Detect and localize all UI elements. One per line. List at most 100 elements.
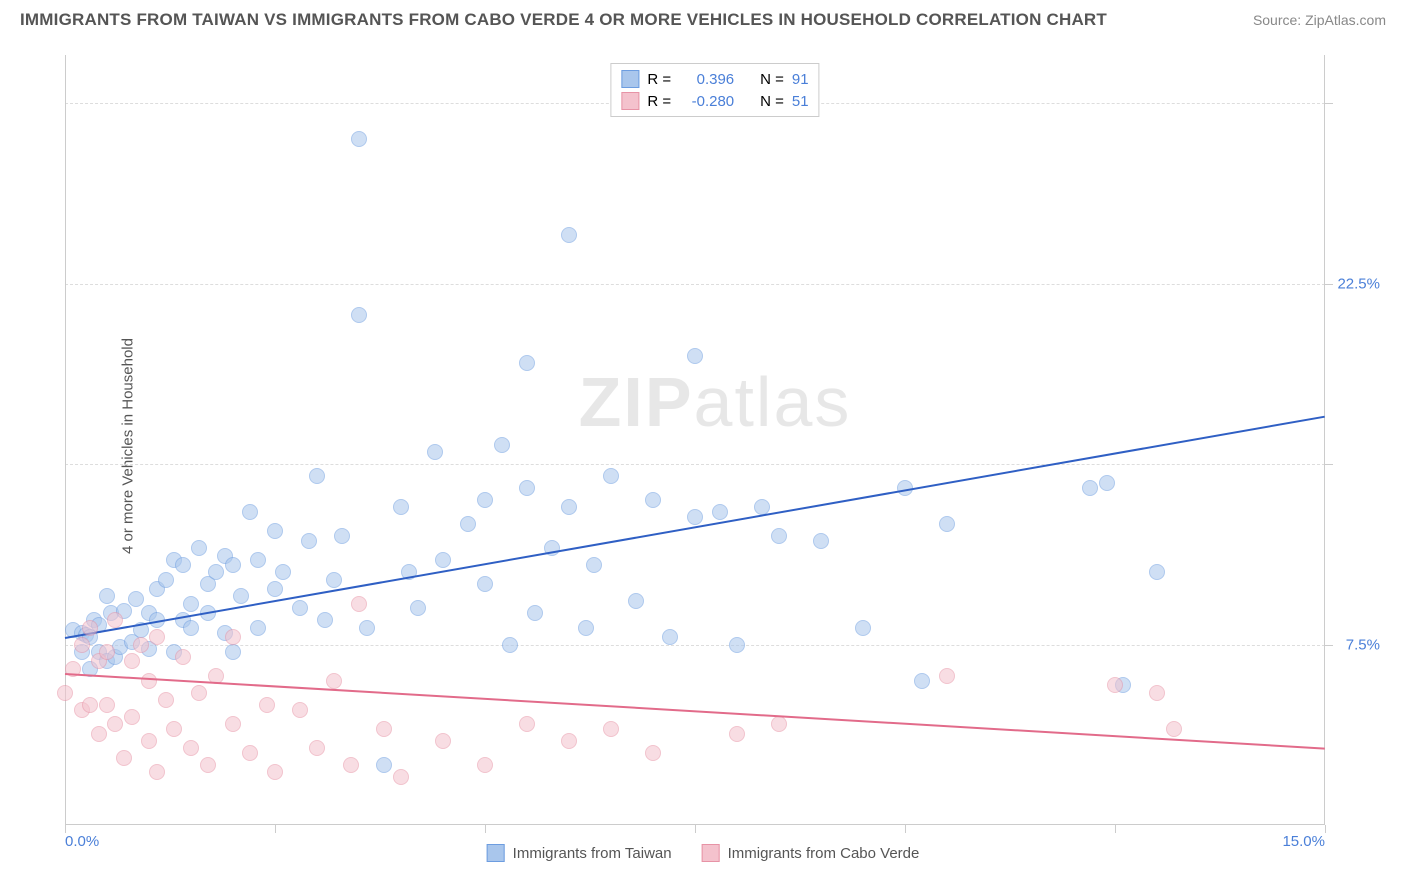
data-point xyxy=(477,576,493,592)
data-point xyxy=(149,629,165,645)
swatch-icon xyxy=(487,844,505,862)
data-point xyxy=(175,649,191,665)
correlation-legend: R = 0.396 N = 91 R = -0.280 N = 51 xyxy=(610,63,819,117)
data-point xyxy=(460,516,476,532)
source-attribution: Source: ZipAtlas.com xyxy=(1253,12,1386,28)
data-point xyxy=(359,620,375,636)
r-label: R = xyxy=(647,93,671,110)
x-tick-label: 0.0% xyxy=(65,833,99,850)
data-point xyxy=(351,307,367,323)
n-label: N = xyxy=(760,71,784,88)
data-point xyxy=(494,437,510,453)
data-point xyxy=(82,697,98,713)
data-point xyxy=(1107,677,1123,693)
data-point xyxy=(225,557,241,573)
data-point xyxy=(771,716,787,732)
data-point xyxy=(771,528,787,544)
data-point xyxy=(191,540,207,556)
data-point xyxy=(578,620,594,636)
data-point xyxy=(326,572,342,588)
legend-row-taiwan: R = 0.396 N = 91 xyxy=(621,68,808,90)
n-value: 51 xyxy=(792,93,809,110)
swatch-icon xyxy=(621,92,639,110)
chart-title: IMMIGRANTS FROM TAIWAN VS IMMIGRANTS FRO… xyxy=(20,10,1107,30)
data-point xyxy=(158,572,174,588)
data-point xyxy=(1099,475,1115,491)
data-point xyxy=(317,612,333,628)
data-point xyxy=(225,716,241,732)
data-point xyxy=(435,733,451,749)
data-point xyxy=(502,637,518,653)
chart-area: 7.5%22.5%0.0%15.0% R = 0.396 N = 91 R = … xyxy=(65,55,1365,825)
data-point xyxy=(561,733,577,749)
data-point xyxy=(729,726,745,742)
n-label: N = xyxy=(760,93,784,110)
data-point xyxy=(116,750,132,766)
data-point xyxy=(645,492,661,508)
data-point xyxy=(729,637,745,653)
data-point xyxy=(519,480,535,496)
data-point xyxy=(259,697,275,713)
data-point xyxy=(712,504,728,520)
data-point xyxy=(1082,480,1098,496)
data-point xyxy=(91,726,107,742)
data-point xyxy=(561,499,577,515)
data-point xyxy=(1166,721,1182,737)
data-point xyxy=(166,721,182,737)
data-point xyxy=(376,721,392,737)
data-point xyxy=(343,757,359,773)
data-point xyxy=(645,745,661,761)
data-point xyxy=(939,668,955,684)
data-point xyxy=(107,716,123,732)
data-point xyxy=(250,552,266,568)
data-point xyxy=(183,740,199,756)
data-point xyxy=(477,757,493,773)
data-point xyxy=(57,685,73,701)
data-point xyxy=(586,557,602,573)
data-point xyxy=(183,596,199,612)
legend-label: Immigrants from Cabo Verde xyxy=(728,845,920,862)
swatch-icon xyxy=(621,70,639,88)
data-point xyxy=(603,468,619,484)
data-point xyxy=(74,637,90,653)
data-point xyxy=(1149,564,1165,580)
data-point xyxy=(1149,685,1165,701)
n-value: 91 xyxy=(792,71,809,88)
data-point xyxy=(242,504,258,520)
data-point xyxy=(149,764,165,780)
data-point xyxy=(393,769,409,785)
data-point xyxy=(292,702,308,718)
data-point xyxy=(813,533,829,549)
gridline xyxy=(65,284,1325,285)
gridline xyxy=(65,464,1325,465)
data-point xyxy=(351,596,367,612)
data-point xyxy=(603,721,619,737)
data-point xyxy=(435,552,451,568)
legend-row-cabo-verde: R = -0.280 N = 51 xyxy=(621,90,808,112)
legend-item-taiwan: Immigrants from Taiwan xyxy=(487,844,672,862)
data-point xyxy=(855,620,871,636)
r-label: R = xyxy=(647,71,671,88)
data-point xyxy=(267,581,283,597)
data-point xyxy=(124,709,140,725)
data-point xyxy=(208,564,224,580)
y-tick-label: 22.5% xyxy=(1337,275,1380,292)
trend-line xyxy=(65,416,1325,639)
data-point xyxy=(914,673,930,689)
data-point xyxy=(233,588,249,604)
legend-item-cabo-verde: Immigrants from Cabo Verde xyxy=(702,844,920,862)
data-point xyxy=(393,499,409,515)
data-point xyxy=(334,528,350,544)
data-point xyxy=(183,620,199,636)
data-point xyxy=(250,620,266,636)
data-point xyxy=(141,673,157,689)
r-value: -0.280 xyxy=(679,93,734,110)
data-point xyxy=(133,637,149,653)
x-tick-label: 15.0% xyxy=(1282,833,1325,850)
data-point xyxy=(82,620,98,636)
data-point xyxy=(225,629,241,645)
data-point xyxy=(519,355,535,371)
data-point xyxy=(200,757,216,773)
data-point xyxy=(99,697,115,713)
data-point xyxy=(527,605,543,621)
